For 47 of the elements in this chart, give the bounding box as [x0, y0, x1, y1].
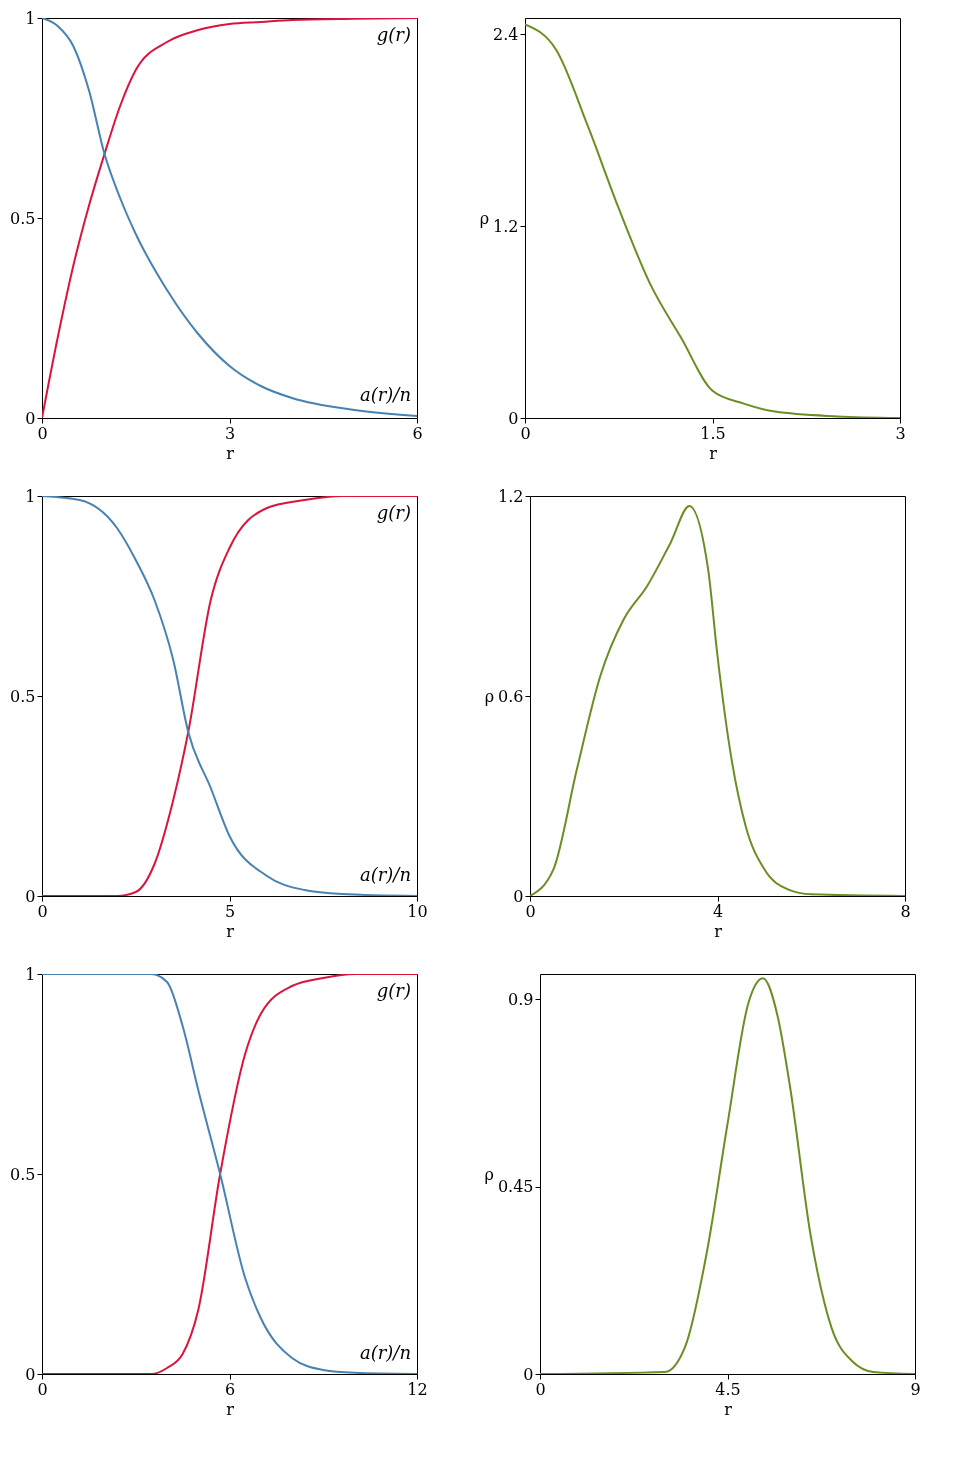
x-tick-label: 4.5 [715, 1379, 741, 1399]
y-tick-label: 0 [523, 1364, 534, 1384]
x-tick-label: 6 [224, 1379, 236, 1399]
y-tick-label: 0 [513, 886, 524, 906]
x-tick-label: 8 [900, 901, 911, 921]
x-tick-label: 9 [910, 1379, 921, 1399]
line-series [525, 23, 900, 418]
y-tick-label: 0.45 [497, 1177, 534, 1196]
y-tick-label: 1 [25, 964, 36, 984]
series-label: a(r)/n [359, 864, 411, 885]
y-tick-label: 0.5 [10, 1164, 36, 1184]
x-tick-label: 6 [412, 423, 423, 443]
series-label: a(r)/n [359, 384, 411, 405]
y-tick-label: 0 [25, 886, 36, 906]
x-axis-title: r [714, 921, 723, 941]
y-tick-label: 1.2 [498, 486, 524, 506]
y-axis-title: ρ [484, 686, 495, 706]
x-axis-title: r [709, 443, 718, 463]
x-tick-label: 10 [407, 901, 428, 921]
line-series [530, 505, 905, 896]
y-axis-title: ρ [479, 208, 490, 228]
series-label: g(r) [376, 24, 411, 45]
x-tick-label: 5 [224, 901, 236, 921]
y-tick-label: 0.5 [10, 686, 36, 706]
y-tick-label: 0.6 [498, 686, 524, 706]
x-tick-label: 3 [224, 423, 236, 443]
x-tick-label: 4 [712, 901, 724, 921]
x-tick-label: 12 [407, 1379, 428, 1399]
x-tick-label: 1.5 [700, 423, 726, 443]
y-axis-title: ρ [484, 1164, 494, 1184]
series-label: g(r) [376, 502, 411, 523]
y-tick-label: 0 [508, 408, 519, 428]
y-tick-label: 0 [25, 1364, 36, 1384]
series-label: a(r)/n [359, 1342, 411, 1363]
y-tick-label: 0.5 [10, 208, 36, 228]
x-axis-title: r [226, 921, 235, 941]
y-tick-label: 1 [25, 486, 36, 506]
x-axis-title: r [226, 443, 235, 463]
y-tick-label: 1 [25, 8, 36, 28]
x-tick-label: 3 [895, 423, 906, 443]
y-tick-label: 0.9 [508, 989, 534, 1009]
y-tick-label: 1.2 [493, 216, 519, 236]
x-axis-title: r [724, 1399, 733, 1419]
x-axis-title: r [226, 1399, 235, 1419]
y-tick-label: 0 [25, 408, 36, 428]
y-tick-label: 2.4 [493, 24, 519, 44]
series-label: g(r) [376, 980, 411, 1001]
